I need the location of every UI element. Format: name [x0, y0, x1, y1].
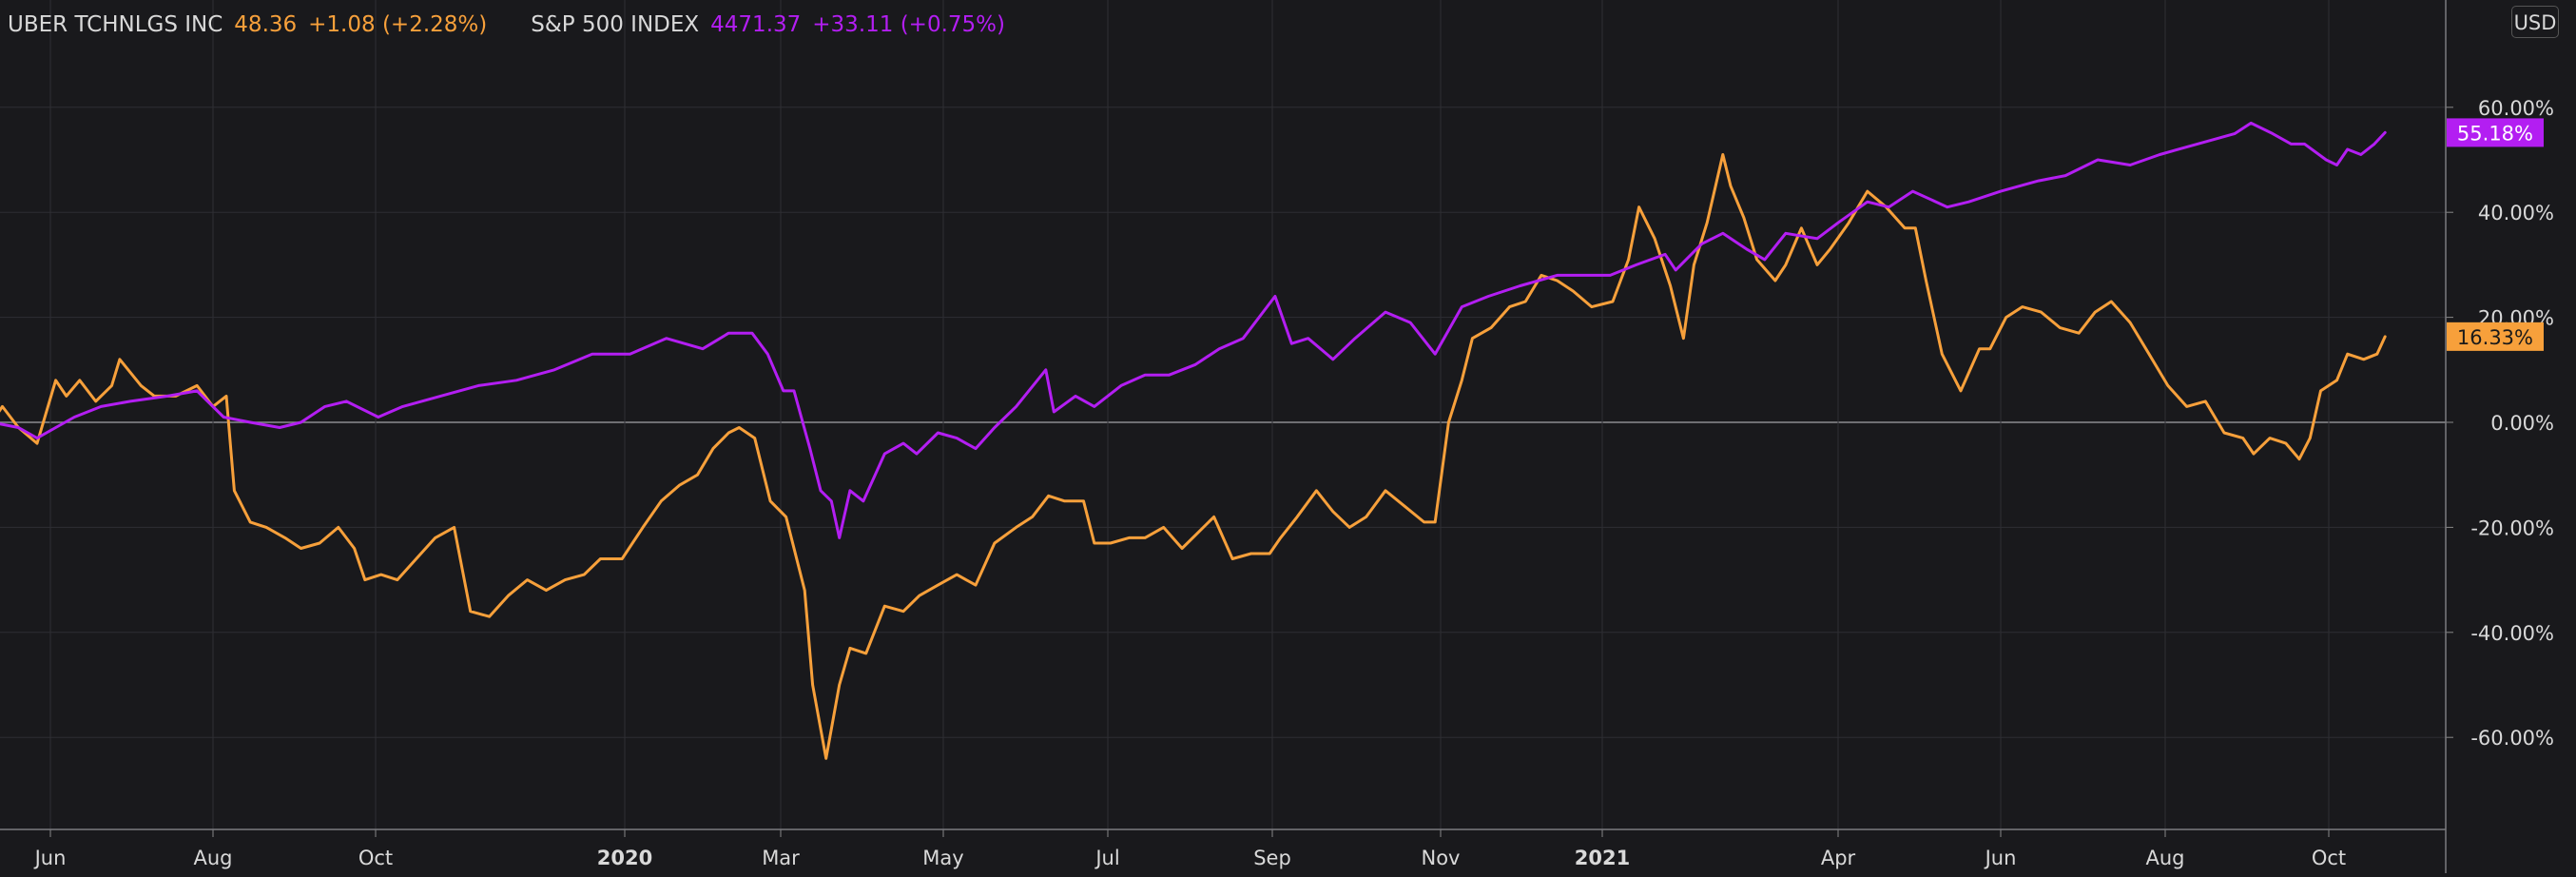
- x-tick-label: Jun: [1984, 847, 2017, 869]
- x-tick-label: Apr: [1821, 847, 1856, 869]
- legend-uber-name[interactable]: UBER TCHNLGS INC: [8, 12, 223, 37]
- x-tick-label: Mar: [762, 847, 800, 869]
- x-tick-label: Aug: [193, 847, 232, 869]
- spx-last-value-badge: [2447, 118, 2544, 147]
- x-tick-label: Sep: [1253, 847, 1291, 869]
- x-tick-label: May: [922, 847, 963, 869]
- x-tick-label: 2020: [597, 847, 652, 869]
- y-tick-label: 0.00%: [2490, 412, 2554, 435]
- spx-series-line: [0, 121, 2387, 539]
- legend-spx-price: 4471.37: [710, 12, 802, 37]
- x-tick-label: Aug: [2145, 847, 2184, 869]
- y-tick-label: -40.00%: [2470, 622, 2554, 645]
- y-tick-label: -20.00%: [2470, 516, 2554, 539]
- spx-last-value-badge-label: 55.18%: [2457, 122, 2533, 145]
- legend: UBER TCHNLGS INC 48.36 +1.08 (+2.28%) S&…: [8, 8, 1017, 42]
- x-tick-label: Oct: [358, 847, 393, 869]
- y-tick-label: -60.00%: [2470, 727, 2554, 750]
- uber-series-line: [0, 153, 2387, 760]
- legend-uber-change: +1.08 (+2.28%): [308, 12, 488, 37]
- uber-last-value-badge: [2447, 322, 2544, 351]
- currency-button[interactable]: USD: [2511, 6, 2559, 38]
- legend-spx-change: +33.11 (+0.75%): [812, 12, 1005, 37]
- x-tick-label: Jun: [33, 847, 67, 869]
- x-tick-label: Oct: [2312, 847, 2346, 869]
- legend-spx-name[interactable]: S&P 500 INDEX: [531, 12, 700, 37]
- y-tick-label: 40.00%: [2478, 202, 2554, 224]
- x-tick-label: Nov: [1422, 847, 1461, 869]
- legend-uber-price: 48.36: [234, 12, 298, 37]
- uber-last-value-badge-label: 16.33%: [2457, 326, 2533, 349]
- x-tick-label: Jul: [1094, 847, 1119, 869]
- x-tick-label: 2021: [1575, 847, 1630, 869]
- y-tick-label: 60.00%: [2478, 97, 2554, 120]
